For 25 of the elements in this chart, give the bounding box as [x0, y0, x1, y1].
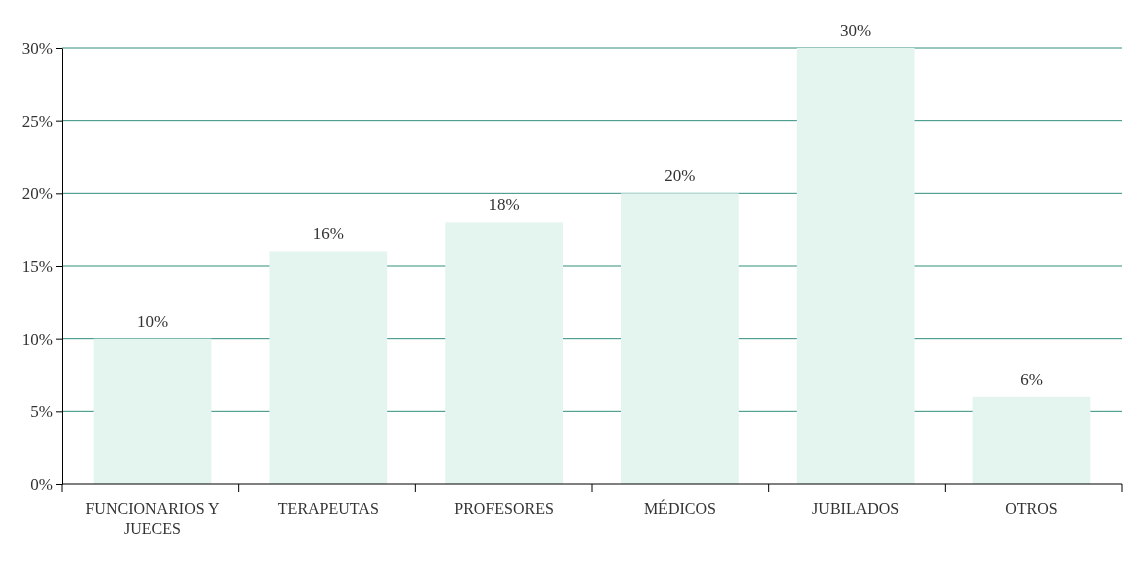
data-label: 16%	[312, 224, 344, 244]
y-tick-label: 10%	[21, 329, 53, 349]
data-label: 20%	[664, 166, 696, 186]
x-tick-label: TERAPEUTAS	[277, 500, 379, 517]
bar	[445, 222, 563, 484]
y-tick-label: 5%	[30, 402, 53, 422]
bar	[972, 396, 1091, 484]
y-tick-label: 15%	[21, 256, 53, 276]
y-tick-label: 30%	[21, 38, 53, 58]
x-tick-label: PROFESORES	[454, 500, 554, 517]
x-tick-label: JUBILADOS	[812, 500, 900, 517]
x-tick-label: OTROS	[1005, 500, 1058, 517]
y-tick-label: 25%	[21, 111, 53, 131]
data-label: 6%	[1020, 369, 1043, 389]
bar	[269, 251, 388, 484]
bar	[93, 338, 212, 484]
x-tick-label: FUNCIONARIOS Y JUECES	[85, 500, 221, 537]
data-label: 10%	[136, 311, 169, 331]
bar	[796, 48, 915, 484]
data-label: 30%	[840, 21, 872, 40]
bar	[621, 193, 739, 484]
y-tick-label: 20%	[21, 184, 53, 204]
x-tick-label: MÉDICOS	[643, 499, 716, 517]
y-tick-label: 0%	[30, 474, 53, 494]
data-label: 18%	[488, 195, 520, 215]
